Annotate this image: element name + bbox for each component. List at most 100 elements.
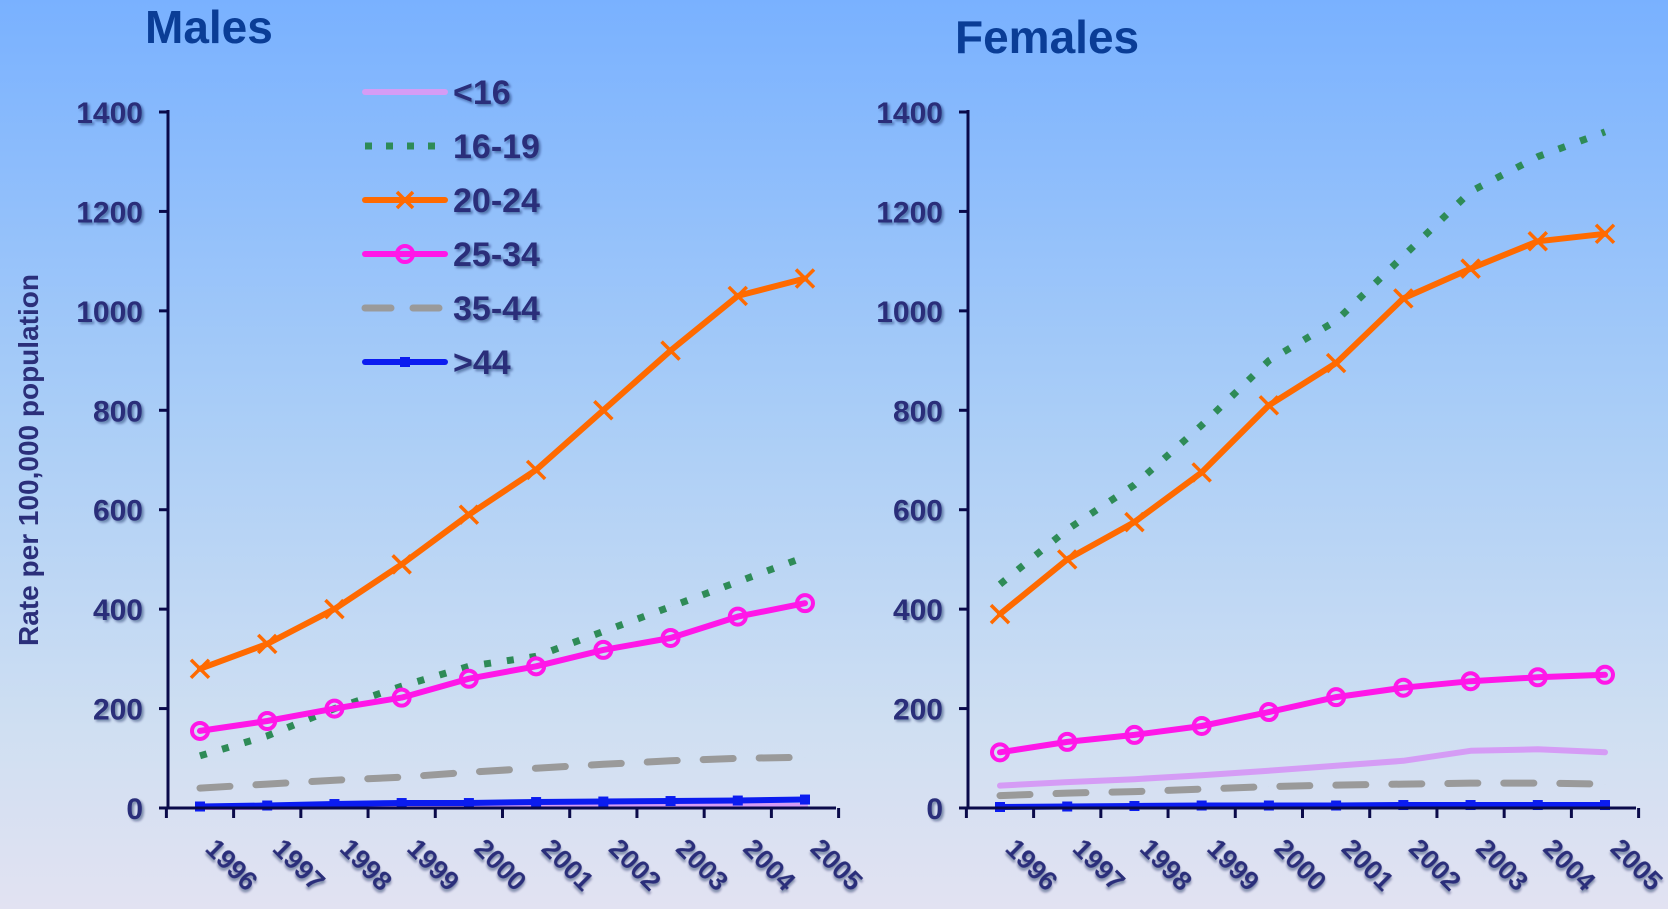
data-point-over-44: [1331, 800, 1342, 811]
legend-label: 16-19: [453, 128, 540, 166]
data-point-over-44: [531, 797, 542, 808]
series-line-over-44: [997, 802, 1608, 810]
data-point-25-34: [1393, 677, 1414, 698]
data-point-20-24: [794, 268, 816, 289]
x-tick-label: 2001: [1336, 833, 1400, 897]
data-point-20-24: [324, 598, 345, 620]
data-point-25-34: [593, 639, 614, 660]
x-tick-label: 1996: [200, 833, 264, 897]
x-tick-label: 2005: [1605, 833, 1668, 897]
data-point-25-34: [257, 711, 278, 731]
series-line-over-44: [197, 796, 808, 810]
y-tick-label: 600: [893, 495, 943, 528]
y-tick-label: 1000: [76, 296, 143, 329]
series-line-under-16: [997, 746, 1608, 789]
series-line-35-44: [196, 753, 809, 792]
x-tick-label: 2004: [738, 833, 802, 897]
y-tick-label: 1400: [76, 97, 143, 130]
legend: <16 16-19 20-24 25-34 35-44 >44: [361, 74, 540, 382]
females-title: Females: [955, 11, 1139, 63]
series-35-44: [996, 779, 1609, 800]
y-tick-label: 1200: [76, 196, 143, 229]
x-tick-label: 2000: [469, 833, 533, 897]
x-tick-label: 1999: [401, 833, 465, 897]
data-point-20-24: [660, 340, 681, 361]
data-point-over-44: [1532, 800, 1543, 811]
series-16-19: [997, 128, 1607, 588]
legend-label: 35-44: [453, 290, 540, 328]
y-tick-label: 400: [893, 594, 943, 627]
data-point-20-24: [525, 459, 547, 481]
data-point-over-44: [1129, 801, 1140, 812]
males-chart: Males Rate per 100,000 population 0 200 40…: [13, 1, 868, 897]
data-point-25-34: [458, 668, 479, 689]
legend-item-35-44: 35-44: [361, 290, 540, 328]
series-line-16-19: [997, 128, 1607, 588]
series-line-35-44: [996, 779, 1609, 800]
data-point-20-24: [391, 554, 412, 575]
data-point-over-44: [262, 800, 273, 811]
data-point-over-44: [396, 798, 407, 809]
data-point-20-24: [1460, 258, 1481, 279]
x-tick-label: 1999: [1201, 833, 1265, 897]
series-line-20-24: [197, 275, 808, 672]
data-point-20-24: [727, 285, 749, 307]
x-tick-label: 1997: [1067, 833, 1131, 897]
males-title: Males: [145, 1, 273, 53]
x-tick-label: 2004: [1538, 833, 1602, 897]
data-point-20-24: [1191, 462, 1212, 483]
y-tick-label: 800: [893, 395, 943, 428]
data-point-25-34: [1460, 671, 1481, 692]
y-tick-label: 0: [926, 793, 943, 826]
data-point-25-34: [727, 606, 748, 627]
data-point-over-44: [1398, 800, 1409, 811]
x-tick-label: 2002: [603, 833, 667, 897]
data-point-25-34: [1527, 667, 1548, 688]
series-under-16: [997, 746, 1608, 789]
x-tick-label: 1998: [1134, 833, 1198, 897]
data-point-20-24: [989, 603, 1011, 625]
series-line-25-34: [997, 671, 1608, 756]
data-point-over-44: [1196, 800, 1207, 811]
x-tick-label: 2005: [805, 833, 869, 897]
data-point-20-24: [1124, 511, 1145, 533]
legend-label: >44: [453, 344, 511, 382]
y-tick-label: 0: [126, 793, 143, 826]
y-tick-label: 800: [93, 395, 143, 428]
data-point-25-34: [190, 720, 210, 741]
data-point-20-24: [1393, 288, 1414, 309]
series-20-24: [989, 223, 1616, 625]
x-tick-label: 1996: [1000, 833, 1064, 897]
y-tick-label: 400: [93, 594, 143, 627]
series-line-25-34: [197, 600, 808, 734]
series-35-44: [196, 753, 809, 792]
series-line-20-24: [997, 230, 1608, 618]
data-point-over-44: [463, 798, 474, 809]
legend-label: 20-24: [453, 182, 540, 220]
legend-item-16-19: 16-19: [365, 128, 540, 166]
data-point-20-24: [1325, 352, 1347, 374]
series-25-34: [990, 664, 1615, 763]
y-tick-label: 600: [93, 495, 143, 528]
data-point-25-34: [990, 742, 1010, 763]
data-point-20-24: [1258, 395, 1280, 416]
legend-item-under-16: <16: [362, 74, 511, 112]
data-point-25-34: [660, 627, 681, 648]
data-point-over-44: [732, 795, 743, 806]
x-tick-label: 2003: [1470, 833, 1534, 897]
data-point-25-34: [795, 593, 815, 614]
y-tick-label: 1000: [876, 296, 943, 329]
data-point-25-34: [1595, 664, 1615, 685]
series-20-24: [189, 268, 816, 680]
data-point-25-34: [1326, 687, 1347, 708]
data-point-25-34: [324, 698, 345, 719]
series-line-16-19: [199, 553, 807, 760]
data-point-25-34: [1057, 731, 1078, 752]
y-axis-title: Rate per 100,000 population: [13, 274, 44, 646]
data-point-20-24: [1594, 223, 1616, 245]
x-tick-label: 1998: [334, 833, 398, 897]
data-point-25-34: [1124, 724, 1145, 745]
x-tick-label: 2003: [670, 833, 734, 897]
